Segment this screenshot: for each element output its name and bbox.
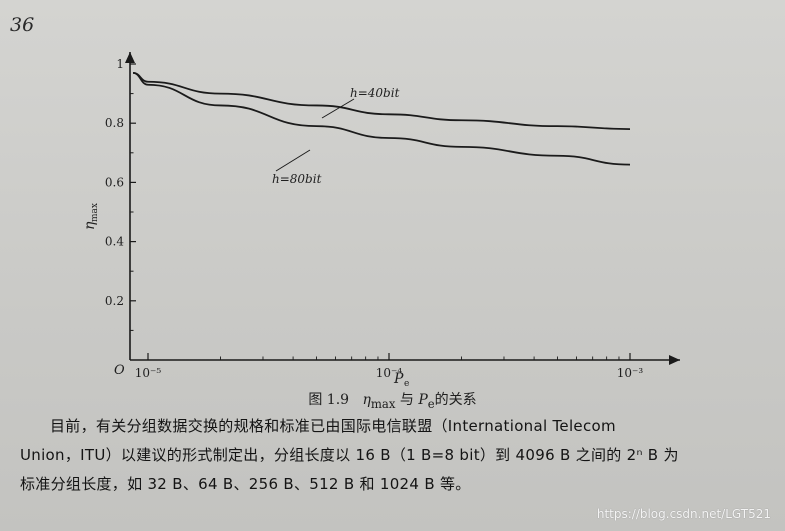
caption-prefix: 图 1.9 bbox=[308, 392, 350, 408]
caption-symbol: η bbox=[362, 392, 371, 408]
chart-axes bbox=[125, 52, 680, 365]
body-paragraph: 目前，有关分组数据交换的规格和标准已由国际电信联盟（International … bbox=[20, 412, 772, 499]
figure-caption: 图 1.9 ηmax 与 Pe的关系 bbox=[0, 389, 785, 411]
y-tick-label-2: 0.6 bbox=[105, 175, 124, 189]
caption-middle: 与 bbox=[399, 392, 414, 408]
x-axis-arrow bbox=[669, 355, 680, 365]
x-tick-label-0: 10⁻⁵ bbox=[135, 366, 162, 380]
x-tick-label-1: 10⁻⁴ bbox=[376, 366, 403, 380]
y-axis-label: η bbox=[82, 221, 98, 230]
y-axis-label-sub: max bbox=[90, 203, 100, 222]
series-leader-0 bbox=[321, 98, 355, 119]
x-tick-label-2: 10⁻³ bbox=[617, 366, 644, 380]
chart-labels: 0.2 0.4 0.6 0.8 1 10⁻⁵ 10⁻⁴ 10⁻³ h=40bit h=80bit η… bbox=[82, 57, 643, 389]
caption-symbol-sub: max bbox=[370, 396, 396, 411]
body-line-3: 标准分组长度，如 32 B、64 B、256 B、512 B 和 1024 B … bbox=[20, 475, 471, 493]
body-line-1: 目前，有关分组数据交换的规格和标准已由国际电信联盟（International … bbox=[50, 417, 616, 435]
x-axis-label: P bbox=[393, 371, 404, 387]
series-line-1 bbox=[132, 71, 631, 166]
caption-var-sub: e bbox=[427, 396, 435, 411]
watermark: https://blog.csdn.net/LGT521 bbox=[596, 507, 771, 521]
caption-var: P bbox=[418, 392, 428, 408]
series-label-1: h=80bit bbox=[272, 172, 322, 186]
y-axis-arrow bbox=[125, 52, 135, 63]
y-tick-label-4: 1 bbox=[116, 57, 124, 71]
body-line-2: Union，ITU）以建议的形式制定出，分组长度以 16 B（1 B=8 bit… bbox=[20, 446, 679, 464]
series-leader-1 bbox=[275, 149, 311, 172]
y-tick-label-1: 0.4 bbox=[105, 235, 124, 249]
chart-series bbox=[132, 71, 631, 166]
y-tick-label-3: 0.8 bbox=[105, 116, 124, 130]
y-tick-label-0: 0.2 bbox=[105, 294, 124, 308]
caption-suffix: 的关系 bbox=[434, 392, 477, 408]
chart-ticks bbox=[130, 63, 631, 360]
series-line-0 bbox=[132, 71, 631, 131]
series-label-0: h=40bit bbox=[350, 86, 400, 100]
origin-label: O bbox=[114, 363, 125, 378]
page-number: 36 bbox=[10, 14, 35, 36]
x-axis-label-sub: e bbox=[404, 379, 409, 389]
